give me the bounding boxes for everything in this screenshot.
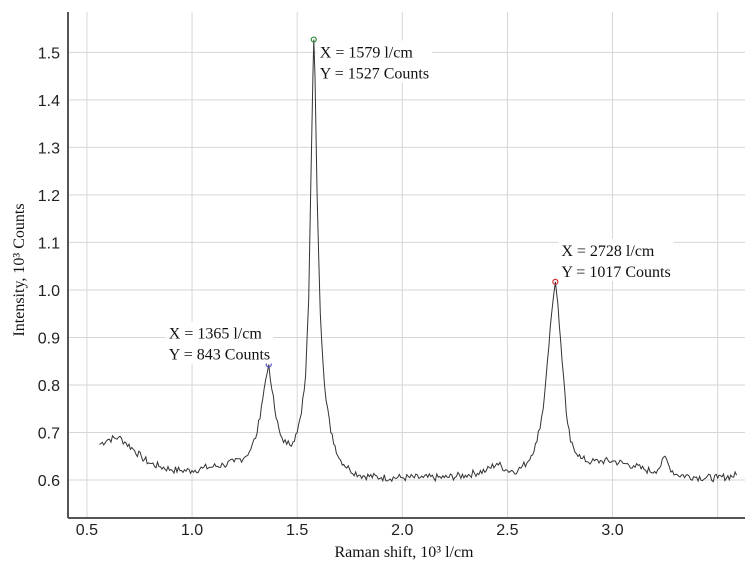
y-tick-label: 0.8 <box>38 378 60 395</box>
x-tick-label: 3.0 <box>601 522 623 539</box>
peak-marker <box>310 36 317 43</box>
annotation-background <box>558 238 674 281</box>
y-axis-title: Intensity, 10³ Counts <box>11 203 28 336</box>
y-tick-label: 0.7 <box>38 425 60 442</box>
peak-annotation: X = 1365 l/cm Y = 843 Counts <box>165 321 274 368</box>
y-tick-label: 1.2 <box>38 188 60 205</box>
x-tick-label: 1.5 <box>286 522 308 539</box>
y-tick-labels: 0.6 0.7 0.8 0.9 1.0 1.1 1.2 1.3 1.4 1.5 <box>38 45 60 490</box>
peak-annotation: X = 1579 l/cm Y = 1527 Counts <box>310 36 433 83</box>
x-tick-label: 1.0 <box>181 522 203 539</box>
x-axis-title: Raman shift, 10³ l/cm <box>335 544 475 561</box>
series-layer <box>99 39 738 483</box>
annotation-x-text: X = 2728 l/cm <box>561 243 655 260</box>
y-tick-label: 1.0 <box>38 283 60 300</box>
x-tick-label: 2.5 <box>496 522 518 539</box>
spectrum-line <box>99 39 738 483</box>
peak-annotations: X = 1365 l/cm Y = 843 Counts X = 1579 l/cm… <box>165 36 674 368</box>
x-tick-labels: 0.5 1.0 1.5 2.0 2.5 3.0 <box>76 522 624 539</box>
peak-annotation: X = 2728 l/cm Y = 1017 Counts <box>552 238 674 285</box>
y-tick-label: 0.6 <box>38 473 60 490</box>
annotation-x-text: X = 1365 l/cm <box>169 326 263 343</box>
y-tick-label: 1.1 <box>38 235 60 252</box>
annotation-y-text: Y = 843 Counts <box>169 347 270 364</box>
y-tick-label: 1.5 <box>38 45 60 62</box>
y-tick-label: 1.3 <box>38 140 60 157</box>
annotation-background <box>165 321 274 364</box>
annotation-y-text: Y = 1017 Counts <box>561 264 670 281</box>
peak-marker <box>552 278 559 285</box>
x-tick-label: 0.5 <box>76 522 98 539</box>
x-tick-label: 2.0 <box>391 522 413 539</box>
axes <box>67 12 745 519</box>
y-tick-label: 0.9 <box>38 330 60 347</box>
annotation-background <box>316 40 433 83</box>
annotation-x-text: X = 1579 l/cm <box>320 45 414 62</box>
y-tick-label: 1.4 <box>38 93 60 110</box>
annotation-y-text: Y = 1527 Counts <box>320 66 429 83</box>
